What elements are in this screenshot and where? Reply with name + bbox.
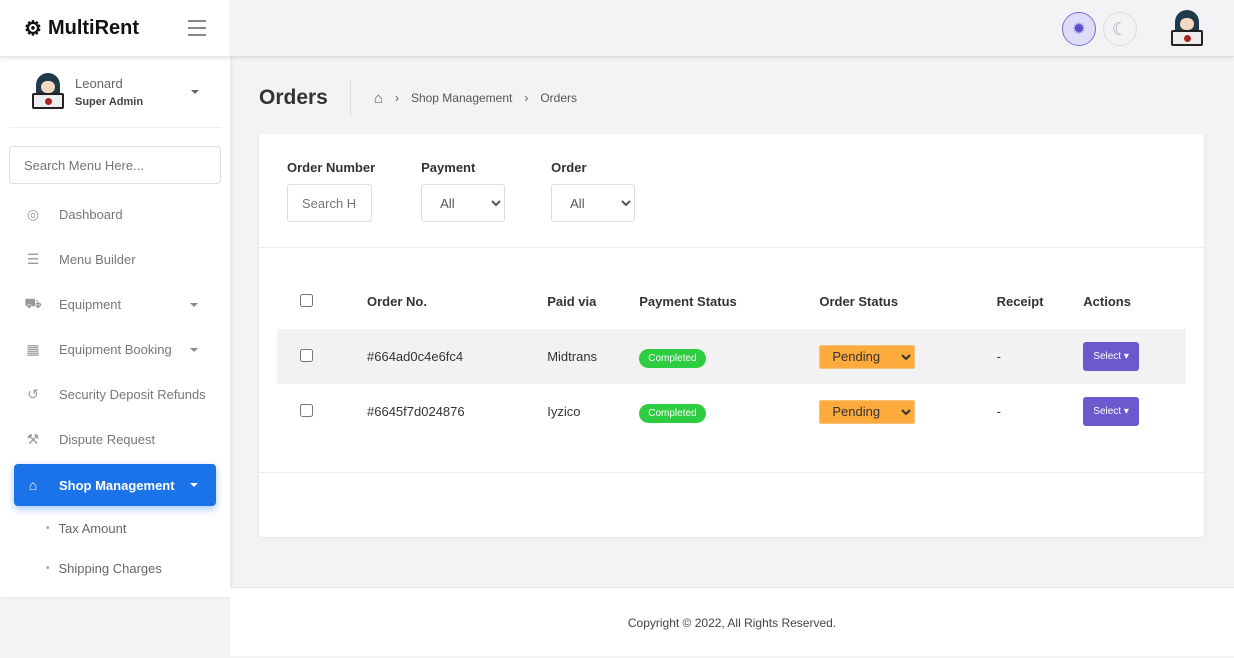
table-header: Order No. Paid via Payment Status Order … [277,274,1186,329]
page-title: Orders [259,80,351,116]
footer: Copyright © 2022, All Rights Reserved. [230,587,1234,656]
sidebar-item-equipment[interactable]: ⛟ Equipment [0,282,230,327]
orders-table: Order No. Paid via Payment Status Order … [277,274,1186,439]
label: Equipment [59,297,122,312]
order-no: #664ad0c4e6fc4 [367,329,548,384]
menu-search-input[interactable] [9,146,221,184]
sidebar-subitem-shipping-charges[interactable]: Shipping Charges [0,548,230,588]
label: Security Deposit Refunds [59,387,206,402]
sidebar-item-menu-builder[interactable]: ☰ Menu Builder [0,237,230,282]
sidebar-item-dispute-request[interactable]: ⚒ Dispute Request [0,417,230,462]
chevron-right-icon: › [524,91,529,105]
chevron-right-icon: › [394,91,399,105]
topbar: ✹ ☾ [230,0,1234,57]
order-number-label: Order Number [287,160,376,175]
header-order-no: Order No. [367,294,427,309]
header-order-status: Order Status [819,294,899,309]
header-actions: Actions [1083,294,1131,309]
label: Dispute Request [59,432,156,447]
label: Shop Management [59,477,175,493]
caret-down-icon [190,347,198,352]
header-receipt: Receipt [996,294,1044,309]
store-icon: ⌂ [28,477,38,493]
row-checkbox[interactable] [300,403,313,417]
sidebar-item-security-deposit-refunds[interactable]: ↺ Security Deposit Refunds [0,372,230,417]
user-name: Leonard [75,76,123,91]
sidebar-item-equipment-booking[interactable]: ▦ Equipment Booking [0,327,230,372]
caret-down-icon[interactable] [191,90,199,94]
actions-select-button[interactable]: Select ▾ [1083,342,1139,371]
copyright: Copyright © 2022, All Rights Reserved. [627,616,837,630]
sidebar-item-dashboard[interactable]: ◎ Dashboard [0,192,230,237]
order-no: #6645f7d024876 [367,404,465,419]
logo[interactable]: ⚙ MultiRent [24,16,139,41]
payment-select[interactable]: All [421,184,506,222]
light-mode-toggle-icon[interactable]: ✹ [1062,12,1096,46]
payment-label: Payment [421,160,476,175]
avatar [31,73,65,111]
brand-name: MultiRent [47,16,140,39]
order-label: Order [551,160,587,175]
table-row: #664ad0c4e6fc4 Midtrans Completed Pendin… [277,329,1186,384]
header-payment-status: Payment Status [639,294,737,309]
label: Equipment Booking [59,342,172,357]
paid-via: Midtrans [547,329,640,384]
actions-select-button[interactable]: Select ▾ [1083,397,1139,426]
order-select[interactable]: All [551,184,636,222]
user-profile[interactable]: Leonard Super Admin [9,57,221,128]
receipt: - [996,404,1001,419]
orders-card: Order Number Payment All Order All Order N… [259,134,1204,537]
sidebar-item-shop-management[interactable]: ⌂ Shop Management [14,464,216,506]
user-role: Super Admin [75,96,144,108]
row-checkbox[interactable] [300,348,313,362]
payment-status-badge: Completed [639,404,706,423]
caret-down-icon [190,302,198,307]
top-avatar[interactable] [1170,10,1204,48]
order-number-input[interactable] [287,184,372,222]
payment-status-badge: Completed [639,349,706,368]
dark-mode-toggle-icon[interactable]: ☾ [1103,12,1137,46]
label: Dashboard [59,207,123,222]
sidebar: ⚙MultiRent Leonard Super Admin ◎ Dashboard… [0,0,230,597]
label: Menu Builder [59,252,136,267]
order-status-select[interactable]: Pending [819,344,916,369]
table-row: #6645f7d024876 Iyzico Completed Pending … [277,384,1186,439]
caret-down-icon [190,483,198,487]
hamburger-menu-icon[interactable] [188,20,206,36]
card-footer-divider [259,472,1204,473]
page-header: Orders ⌂ › Shop Management › Orders [259,80,577,116]
select-all-checkbox[interactable] [300,293,313,307]
breadcrumb-shop-management[interactable]: Shop Management [410,91,513,105]
gavel-icon: ⚒ [26,431,40,447]
receipt: - [996,329,1084,384]
palette-icon: ◎ [26,206,40,222]
order-status-select[interactable]: Pending [819,399,916,424]
truck-icon: ⛟ [24,295,42,311]
calendar-icon: ▦ [26,341,40,357]
paid-via: Iyzico [547,404,581,419]
brand-bar: ⚙ MultiRent [0,0,230,57]
sidebar-subitem-tax-amount[interactable]: Tax Amount [0,508,230,548]
header-paid-via: Paid via [547,294,597,309]
gear-logo-icon: ⚙ [24,17,42,40]
filters: Order Number Payment All Order All [259,134,1204,248]
home-icon[interactable]: ⌂ [373,89,383,107]
menu-icon: ☰ [26,251,40,267]
breadcrumb: ⌂ › Shop Management › Orders [374,90,577,107]
breadcrumb-orders: Orders [540,91,578,105]
undo-icon: ↺ [27,386,39,402]
